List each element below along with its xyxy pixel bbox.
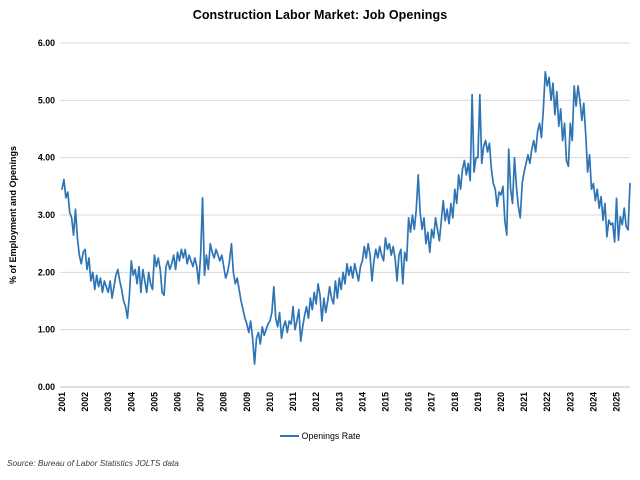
legend-series-label: Openings Rate: [301, 431, 361, 441]
y-axis-title: % of Employment and Openings: [8, 146, 18, 284]
svg-text:2002: 2002: [80, 392, 90, 412]
legend-line-swatch: [279, 435, 299, 437]
svg-text:2025: 2025: [612, 392, 622, 412]
svg-text:2021: 2021: [519, 392, 529, 412]
svg-text:2023: 2023: [565, 392, 575, 412]
svg-text:2003: 2003: [103, 392, 113, 412]
svg-text:2016: 2016: [404, 392, 414, 412]
chart-title: Construction Labor Market: Job Openings: [192, 8, 448, 22]
svg-text:2008: 2008: [219, 392, 229, 412]
source-note: Source: Bureau of Labor Statistics JOLTS…: [7, 458, 179, 468]
svg-text:2.00: 2.00: [38, 267, 55, 277]
y-axis-tick-labels: 0.00 1.00 2.00 3.00 4.00 5.00 6.00: [38, 38, 55, 392]
gridlines: [60, 42, 630, 388]
svg-text:0.00: 0.00: [38, 382, 55, 392]
svg-text:2010: 2010: [265, 392, 275, 412]
svg-text:2015: 2015: [380, 392, 390, 412]
svg-text:2020: 2020: [496, 392, 506, 412]
svg-text:2017: 2017: [427, 392, 437, 412]
svg-text:2007: 2007: [196, 392, 206, 412]
svg-text:2009: 2009: [242, 392, 252, 412]
svg-text:2022: 2022: [542, 392, 552, 412]
svg-text:2001: 2001: [57, 392, 67, 412]
svg-text:2024: 2024: [588, 392, 598, 412]
svg-text:2006: 2006: [173, 392, 183, 412]
svg-text:1.00: 1.00: [38, 325, 55, 335]
svg-text:2013: 2013: [334, 392, 344, 412]
svg-text:2014: 2014: [357, 392, 367, 412]
svg-text:2018: 2018: [450, 392, 460, 412]
svg-text:3.00: 3.00: [38, 210, 55, 220]
x-axis-tick-labels: 2001 2002 2003 2004 2005 2006 2007 2008 2009 2010…: [57, 392, 622, 412]
chart-legend: Openings Rate: [0, 431, 640, 441]
svg-text:6.00: 6.00: [38, 38, 55, 48]
svg-text:4.00: 4.00: [38, 153, 55, 163]
svg-text:2012: 2012: [311, 392, 321, 412]
svg-text:2005: 2005: [149, 392, 159, 412]
openings-rate-line: [61, 70, 631, 365]
svg-text:5.00: 5.00: [38, 95, 55, 105]
svg-text:2019: 2019: [473, 392, 483, 412]
svg-text:2004: 2004: [126, 392, 136, 412]
svg-text:2011: 2011: [288, 392, 298, 411]
